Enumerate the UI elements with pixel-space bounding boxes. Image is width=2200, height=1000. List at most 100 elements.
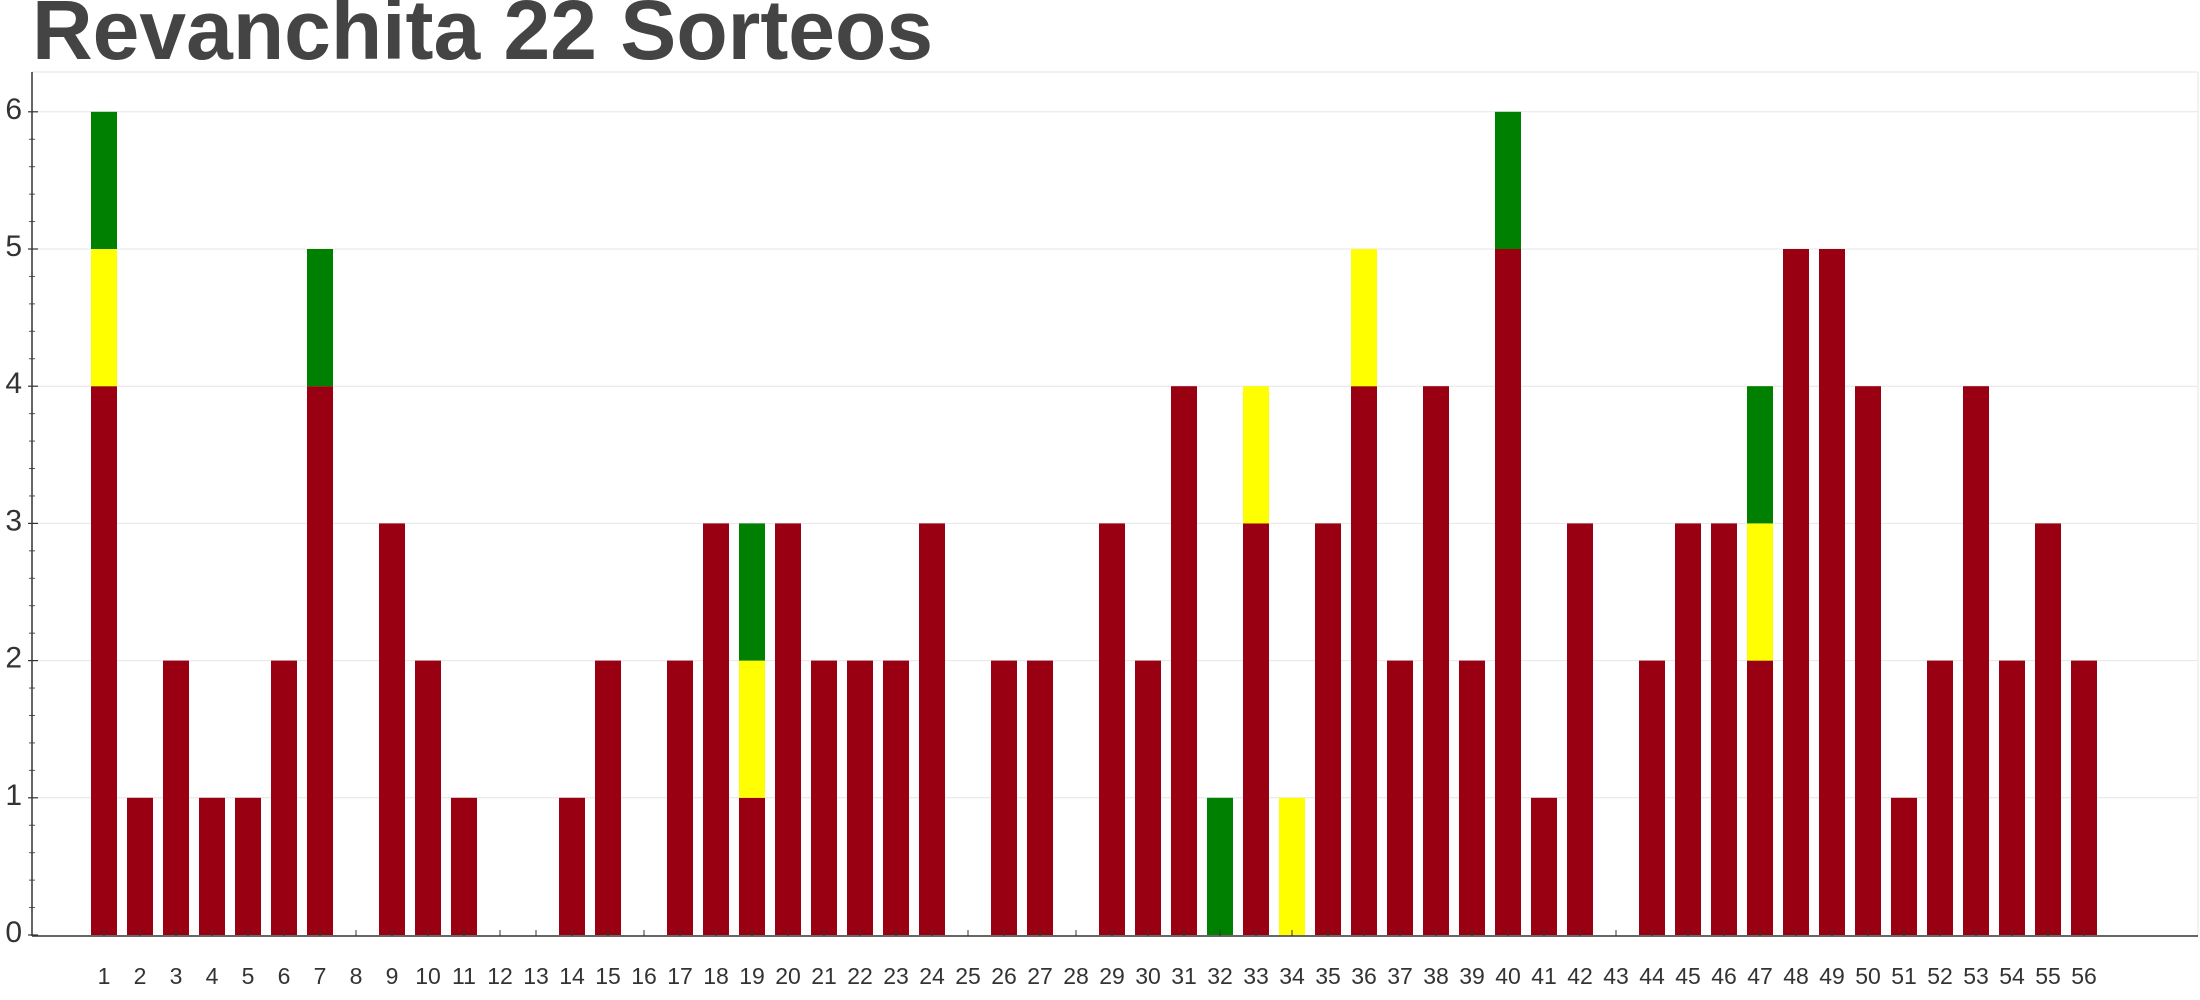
chart-title: Revanchita 22 Sorteos: [32, 0, 934, 77]
x-tick-label: 7: [314, 963, 327, 989]
x-tick-label: 38: [1423, 963, 1449, 989]
bar-segment: [1135, 660, 1161, 935]
x-tick-label: 25: [955, 963, 981, 989]
bar-segment: [1027, 660, 1053, 935]
bar-segment: [595, 660, 621, 935]
bar-segment: [1387, 660, 1413, 935]
x-tick-label: 55: [2035, 963, 2061, 989]
bar-segment: [1423, 386, 1449, 935]
x-tick-label: 44: [1639, 963, 1665, 989]
x-tick-label: 3: [170, 963, 183, 989]
bar-segment: [883, 660, 909, 935]
bar-segment: [1747, 660, 1773, 935]
x-tick-label: 33: [1243, 963, 1269, 989]
x-tick-label: 32: [1207, 963, 1233, 989]
x-tick-label: 39: [1459, 963, 1485, 989]
x-tick-label: 18: [703, 963, 729, 989]
bar-segment: [739, 523, 765, 661]
bar-segment: [1099, 523, 1125, 935]
x-tick-label: 24: [919, 963, 945, 989]
bar-segment: [415, 660, 441, 935]
x-tick-label: 8: [350, 963, 363, 989]
bar-segment: [811, 660, 837, 935]
x-tick-label: 51: [1891, 963, 1917, 989]
x-tick-label: 4: [206, 963, 219, 989]
y-tick-label: 0: [5, 916, 22, 949]
x-tick-label: 5: [242, 963, 255, 989]
y-tick-label: 6: [5, 93, 22, 126]
y-tick-label: 1: [5, 779, 22, 812]
x-tick-label: 22: [847, 963, 873, 989]
x-tick-label: 54: [1999, 963, 2025, 989]
x-tick-label: 53: [1963, 963, 1989, 989]
bar-segment: [2071, 660, 2097, 935]
x-tick-label: 42: [1567, 963, 1593, 989]
bar-segment: [559, 797, 585, 935]
x-tick-label: 21: [811, 963, 837, 989]
x-tick-label: 17: [667, 963, 693, 989]
bar-segment: [163, 660, 189, 935]
x-tick-label: 41: [1531, 963, 1557, 989]
x-tick-label: 11: [452, 963, 476, 989]
x-tick-label: 20: [775, 963, 801, 989]
bar-segment: [235, 797, 261, 935]
bar-segment: [703, 523, 729, 935]
x-tick-label: 40: [1495, 963, 1521, 989]
bar-segment: [1927, 660, 1953, 935]
bar-segment: [1747, 386, 1773, 524]
bar-segment: [1351, 249, 1377, 387]
y-tick-labels: 0 1 2 3 4 5 6: [5, 93, 22, 949]
bar-segment: [2035, 523, 2061, 935]
x-tick-labels: 1 2 3 4 5 6 7 8 9 10 11 12 13 14 15 16 17 18 19 20 21 22 23 24 2…: [98, 963, 2097, 989]
bar-segment: [775, 523, 801, 935]
bar-segment: [1243, 386, 1269, 524]
x-tick-label: 29: [1099, 963, 1125, 989]
bar-segment: [1963, 386, 1989, 935]
bar-segment: [1351, 386, 1377, 935]
bar-segment: [1783, 249, 1809, 935]
x-tick-label: 16: [631, 963, 657, 989]
x-tick-label: 15: [595, 963, 621, 989]
bar-segment: [451, 797, 477, 935]
x-tick-label: 6: [278, 963, 291, 989]
x-tick-label: 28: [1063, 963, 1089, 989]
bars: [91, 111, 2097, 935]
bar-segment: [307, 386, 333, 935]
bar-segment: [1207, 797, 1233, 935]
x-tick-label: 48: [1783, 963, 1809, 989]
bar-segment: [1711, 523, 1737, 935]
y-tick-label: 5: [5, 230, 22, 263]
bar-segment: [1495, 111, 1521, 249]
bar-segment: [127, 797, 153, 935]
x-tick-label: 47: [1747, 963, 1773, 989]
x-tick-label: 35: [1315, 963, 1341, 989]
x-tick-label: 12: [487, 963, 513, 989]
bar-segment: [1315, 523, 1341, 935]
x-tick-label: 27: [1027, 963, 1053, 989]
x-tick-label: 23: [883, 963, 909, 989]
y-tick-label: 2: [5, 642, 22, 675]
x-tick-label: 37: [1387, 963, 1413, 989]
bar-segment: [1567, 523, 1593, 935]
axes: [28, 71, 2199, 937]
bar-segment: [739, 660, 765, 798]
bar-segment: [847, 660, 873, 935]
bar-segment: [739, 797, 765, 935]
x-tick-label: 30: [1135, 963, 1161, 989]
x-tick-label: 56: [2071, 963, 2097, 989]
x-tick-label: 43: [1603, 963, 1629, 989]
x-tick-label: 36: [1351, 963, 1377, 989]
bar-segment: [1171, 386, 1197, 935]
bar-segment: [991, 660, 1017, 935]
y-tick-label: 4: [5, 367, 22, 400]
bar-segment: [1279, 797, 1305, 935]
bar-segment: [1243, 523, 1269, 935]
x-tick-label: 10: [415, 963, 441, 989]
x-tick-label: 2: [134, 963, 147, 989]
bar-segment: [1459, 660, 1485, 935]
bar-segment: [1531, 797, 1557, 935]
x-tick-label: 31: [1171, 963, 1197, 989]
x-tick-label: 9: [386, 963, 399, 989]
bar-segment: [1675, 523, 1701, 935]
x-tick-label: 52: [1927, 963, 1953, 989]
